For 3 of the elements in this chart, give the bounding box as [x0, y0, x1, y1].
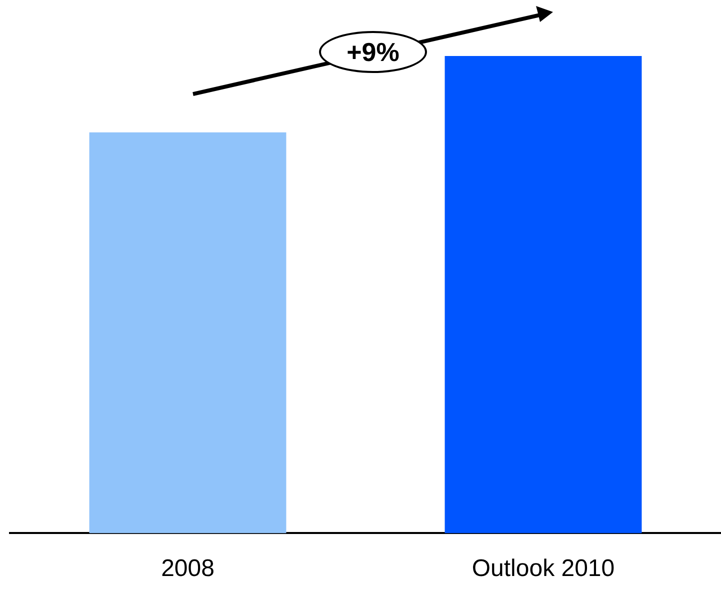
x-tick-label: Outlook 2010 [472, 555, 615, 582]
x-tick-label: 2008 [161, 555, 214, 582]
annotation: +9% [319, 31, 427, 73]
